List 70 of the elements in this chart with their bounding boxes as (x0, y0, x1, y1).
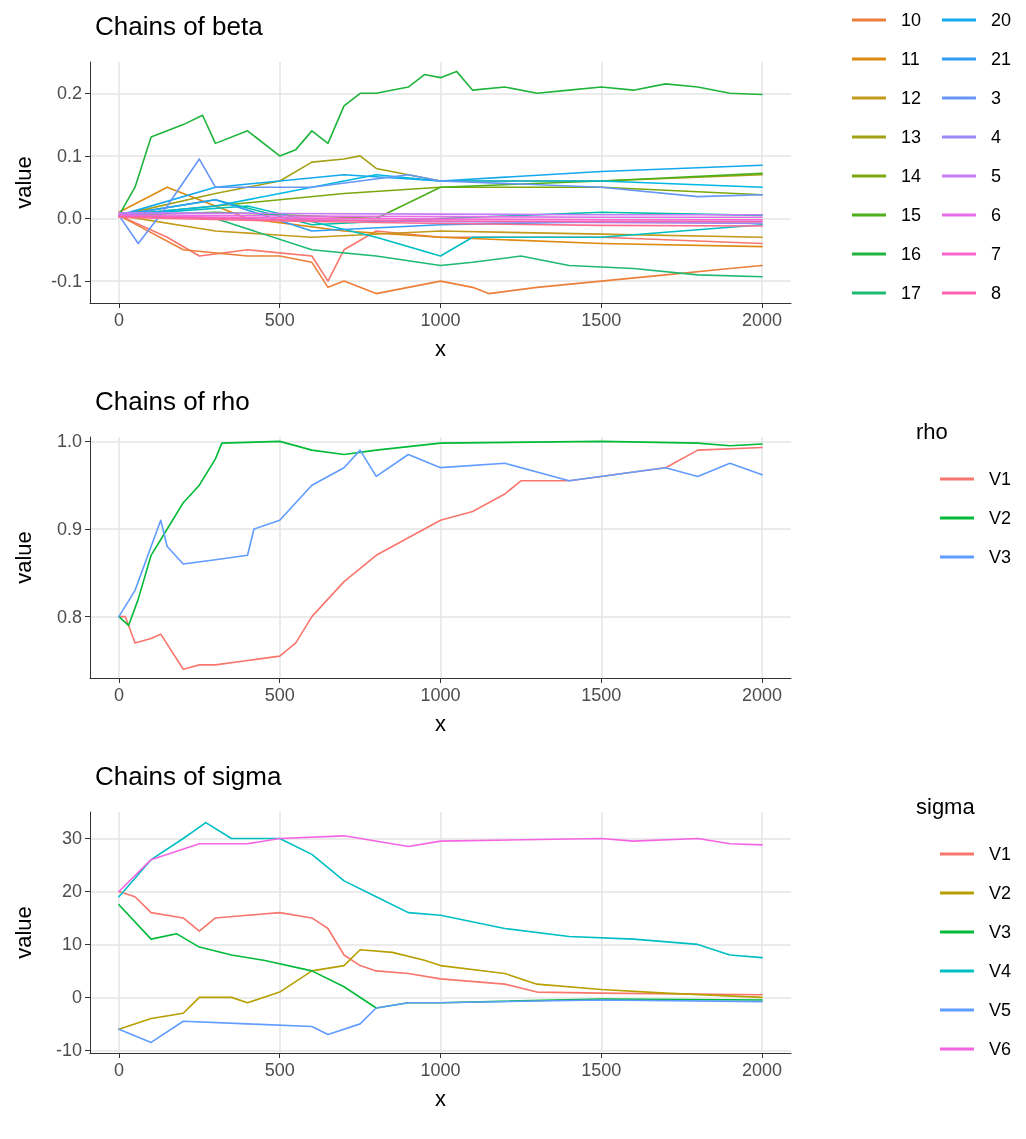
x-tick-label: 0 (113, 685, 124, 705)
x-tick-label: 1000 (420, 1060, 461, 1080)
line-series (118, 948, 763, 1030)
x-tick-label: 2000 (742, 310, 783, 330)
line-series (118, 821, 763, 959)
y-tick-label: 0.2 (56, 83, 82, 104)
x-tick-label: 1500 (581, 1060, 622, 1080)
legend-label: 4 (990, 127, 1001, 147)
y-tick-label: -0.1 (50, 271, 82, 292)
legend-label: V2 (988, 508, 1012, 528)
y-tick-label: -10 (55, 1040, 82, 1061)
chart-title: Chains of beta (95, 11, 264, 41)
y-tick-label: 0 (71, 987, 82, 1008)
x-tick-label: 0 (113, 1060, 124, 1080)
x-tick-label: 500 (264, 310, 295, 330)
y-axis-title: value (10, 531, 36, 584)
legend-label: V3 (988, 547, 1012, 567)
x-axis-title: x (435, 1085, 446, 1111)
y-tick-label: 10 (61, 934, 82, 955)
x-tick-label: 0 (113, 310, 124, 330)
legend-label: 15 (900, 205, 921, 225)
line-series (118, 186, 763, 248)
legend-title: rho (916, 418, 948, 444)
legend-label: 10 (900, 10, 921, 30)
legend-label: V3 (988, 922, 1012, 942)
legend-title: sigma (916, 793, 976, 819)
legend-label: 5 (990, 166, 1001, 186)
line-series (118, 890, 763, 996)
y-tick-label: 30 (61, 828, 82, 849)
x-tick-label: 2000 (742, 1060, 783, 1080)
x-tick-label: 500 (264, 685, 295, 705)
y-axis-title: value (10, 906, 36, 959)
legend-label: 21 (990, 49, 1012, 69)
legend-label: 13 (900, 127, 921, 147)
legend-label: 7 (990, 244, 1001, 264)
legend-label: 16 (900, 244, 921, 264)
legend-label: 11 (900, 49, 920, 69)
legend-label: 6 (990, 205, 1001, 225)
legend-label: V2 (988, 883, 1012, 903)
legend-label: V5 (988, 1000, 1012, 1020)
x-tick-label: 1500 (581, 310, 622, 330)
x-tick-label: 1500 (581, 685, 622, 705)
y-tick-label: 1.0 (56, 431, 82, 452)
chart-title: Chains of rho (95, 386, 250, 416)
x-tick-label: 1000 (420, 685, 461, 705)
x-axis-title: x (435, 710, 446, 736)
legend-label: 3 (990, 88, 1001, 108)
line-series (118, 999, 763, 1044)
legend-label: 20 (990, 10, 1012, 30)
y-tick-label: 20 (61, 881, 82, 902)
x-axis-title: x (435, 335, 446, 361)
y-tick-label: 0.9 (56, 519, 82, 540)
line-series (118, 835, 763, 893)
chart-title: Chains of sigma (95, 761, 282, 791)
legend-label: V1 (988, 469, 1012, 489)
y-tick-label: 0.1 (56, 145, 82, 166)
x-tick-label: 500 (264, 1060, 295, 1080)
x-tick-label: 2000 (742, 685, 783, 705)
legend-label: 12 (900, 88, 921, 108)
y-tick-label: 0.0 (56, 208, 82, 229)
y-tick-label: 0.8 (56, 606, 82, 627)
legend-label: V1 (988, 844, 1012, 864)
legend-label: 14 (900, 166, 921, 186)
y-axis-title: value (10, 156, 36, 209)
line-series (118, 158, 763, 245)
legend-label: V4 (988, 961, 1012, 981)
legend-label: 17 (900, 283, 921, 303)
legend-label: V6 (988, 1039, 1012, 1059)
x-tick-label: 1000 (420, 310, 461, 330)
legend-label: 8 (990, 283, 1001, 303)
